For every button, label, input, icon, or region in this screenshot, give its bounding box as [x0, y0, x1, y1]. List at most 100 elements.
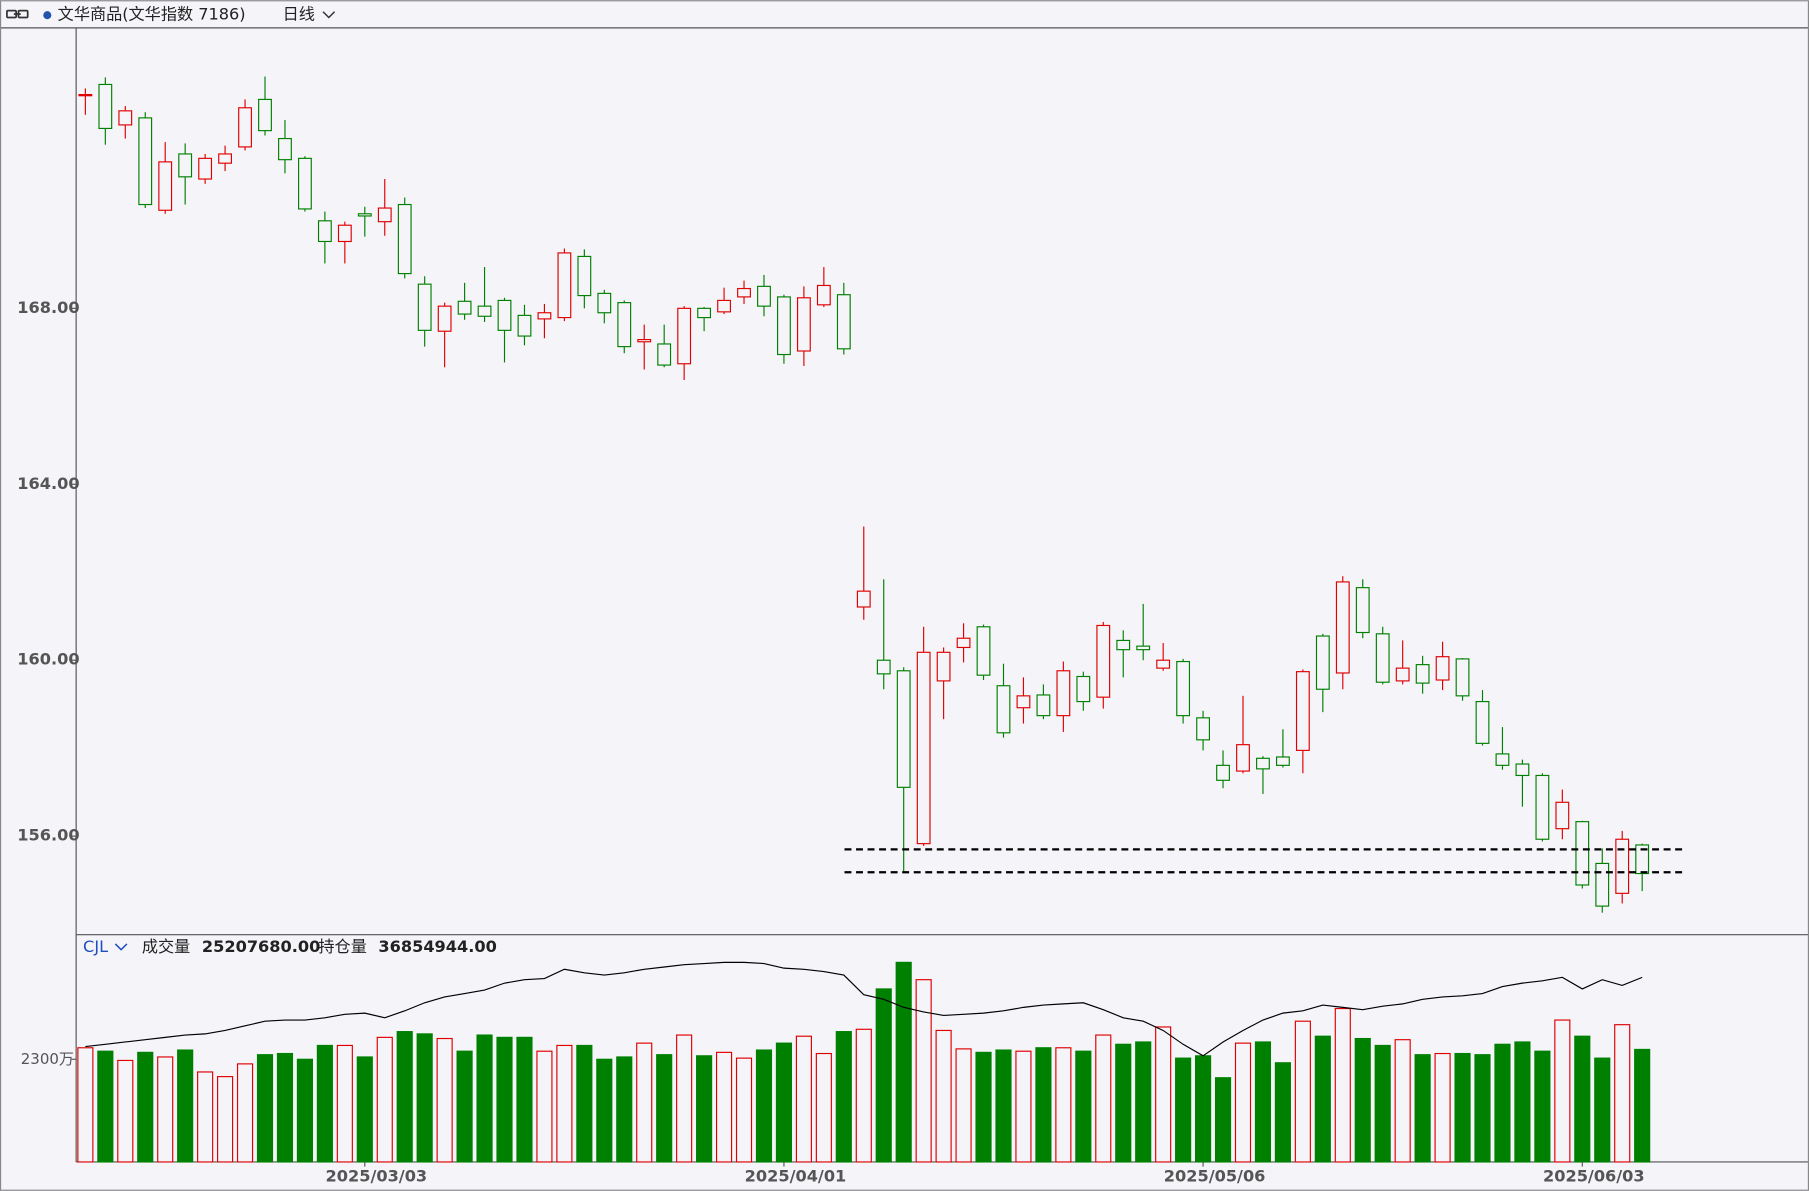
- status-dot: [43, 11, 52, 20]
- x-tick-label: 2025/03/03: [326, 1166, 428, 1185]
- y-tick-label: 168.00: [17, 298, 79, 317]
- volume-bar: [256, 1054, 274, 1163]
- candle-body: [1096, 624, 1111, 698]
- x-tick-label: 2025/05/06: [1164, 1166, 1266, 1185]
- candle-body: [218, 153, 233, 164]
- volume-bar: [296, 1058, 313, 1163]
- candle-body: [1156, 659, 1171, 669]
- volume-bar: [137, 1051, 154, 1163]
- candle-body: [397, 203, 412, 275]
- candle-body: [1575, 821, 1590, 886]
- volume-bar: [1614, 1024, 1631, 1163]
- volume-legend: 成交量: [142, 937, 190, 956]
- candle-body: [1036, 694, 1051, 717]
- candle-body: [1076, 675, 1091, 703]
- candle-body: [1375, 633, 1390, 683]
- volume-bar: [735, 1057, 753, 1163]
- candle-body: [996, 685, 1011, 734]
- candle-body: [617, 302, 632, 348]
- candle-body: [1515, 763, 1530, 777]
- volume-bar: [276, 1052, 294, 1163]
- volume-bar: [336, 1044, 353, 1163]
- instrument-title[interactable]: 文华商品(文华指数 7186): [58, 5, 246, 24]
- candle-body: [1495, 753, 1510, 766]
- candle-body: [1395, 667, 1410, 682]
- candle-body: [577, 255, 592, 297]
- volume-bar: [556, 1044, 573, 1163]
- volume-bar: [1135, 1041, 1152, 1163]
- volume-bar: [1095, 1034, 1112, 1163]
- volume-bar: [316, 1044, 333, 1163]
- oi-legend: 持仓量: [318, 937, 366, 956]
- volume-bar: [436, 1037, 453, 1163]
- volume-bar: [396, 1031, 413, 1163]
- volume-bar: [536, 1050, 553, 1163]
- volume-bar: [1214, 1077, 1232, 1163]
- candle-body: [178, 153, 193, 178]
- volume-bar: [835, 1031, 852, 1163]
- volume-bar: [1414, 1054, 1431, 1163]
- volume-bar: [197, 1071, 214, 1163]
- volume-bar: [356, 1056, 373, 1163]
- candle-body: [737, 287, 751, 298]
- candle-body: [1176, 660, 1191, 717]
- candle-body: [1615, 838, 1630, 894]
- volume-bar: [715, 1051, 733, 1163]
- volume-bar: [875, 988, 892, 1163]
- candle-body: [377, 207, 392, 223]
- candle-body: [1116, 639, 1131, 651]
- x-tick-label: 2025/04/01: [745, 1166, 847, 1185]
- candle-body: [278, 137, 292, 161]
- volume-bar: [117, 1059, 134, 1163]
- volume-bar: [1195, 1055, 1212, 1163]
- candle-body: [717, 299, 731, 313]
- candle-body: [876, 659, 891, 675]
- indicator-name[interactable]: CJL: [83, 937, 108, 956]
- period-selector[interactable]: 日线: [283, 5, 315, 24]
- candle-body: [1415, 664, 1430, 684]
- volume-bar: [955, 1048, 972, 1163]
- y-tick-label: 164.00: [17, 474, 79, 493]
- volume-bar: [1434, 1052, 1451, 1163]
- candle-body: [138, 117, 153, 206]
- candle-body: [437, 305, 452, 332]
- oi-reading: 36854944.00: [378, 937, 496, 956]
- candle-body: [477, 305, 492, 317]
- candle-body: [1355, 587, 1370, 634]
- period-chevron[interactable]: [322, 11, 336, 19]
- candle-body: [1136, 645, 1151, 651]
- candle-body: [1535, 774, 1550, 840]
- candle-body: [757, 285, 771, 307]
- candle-body: [158, 161, 173, 211]
- candle-body: [936, 651, 951, 682]
- candle-body: [1056, 670, 1071, 717]
- volume-bar: [77, 1047, 94, 1163]
- candle-body: [1315, 635, 1330, 690]
- candle-body: [816, 284, 831, 306]
- header-bar: [0, 0, 1809, 28]
- volume-bar: [636, 1042, 653, 1163]
- candle-body: [697, 307, 712, 319]
- volume-bar: [1494, 1043, 1511, 1163]
- volume-bar: [1294, 1020, 1311, 1163]
- candle-body: [1635, 844, 1650, 875]
- candle-body: [677, 307, 692, 365]
- volume-bar: [1115, 1043, 1132, 1163]
- link-icon[interactable]: [6, 9, 29, 19]
- volume-bar: [855, 1028, 872, 1163]
- y-tick-label: 2300万: [21, 1050, 74, 1068]
- candle-body: [78, 93, 93, 97]
- volume-bar: [1634, 1048, 1651, 1163]
- volume-bar: [915, 979, 932, 1163]
- candle-body: [1256, 757, 1270, 770]
- volume-bar: [1534, 1050, 1551, 1163]
- volume-bar: [935, 1029, 952, 1163]
- volume-bar: [1474, 1054, 1491, 1163]
- candle-body: [557, 252, 572, 319]
- indicator-chevron[interactable]: [114, 943, 128, 951]
- volume-bar: [596, 1058, 613, 1163]
- volume-bar: [177, 1049, 194, 1163]
- candle-body: [976, 626, 991, 676]
